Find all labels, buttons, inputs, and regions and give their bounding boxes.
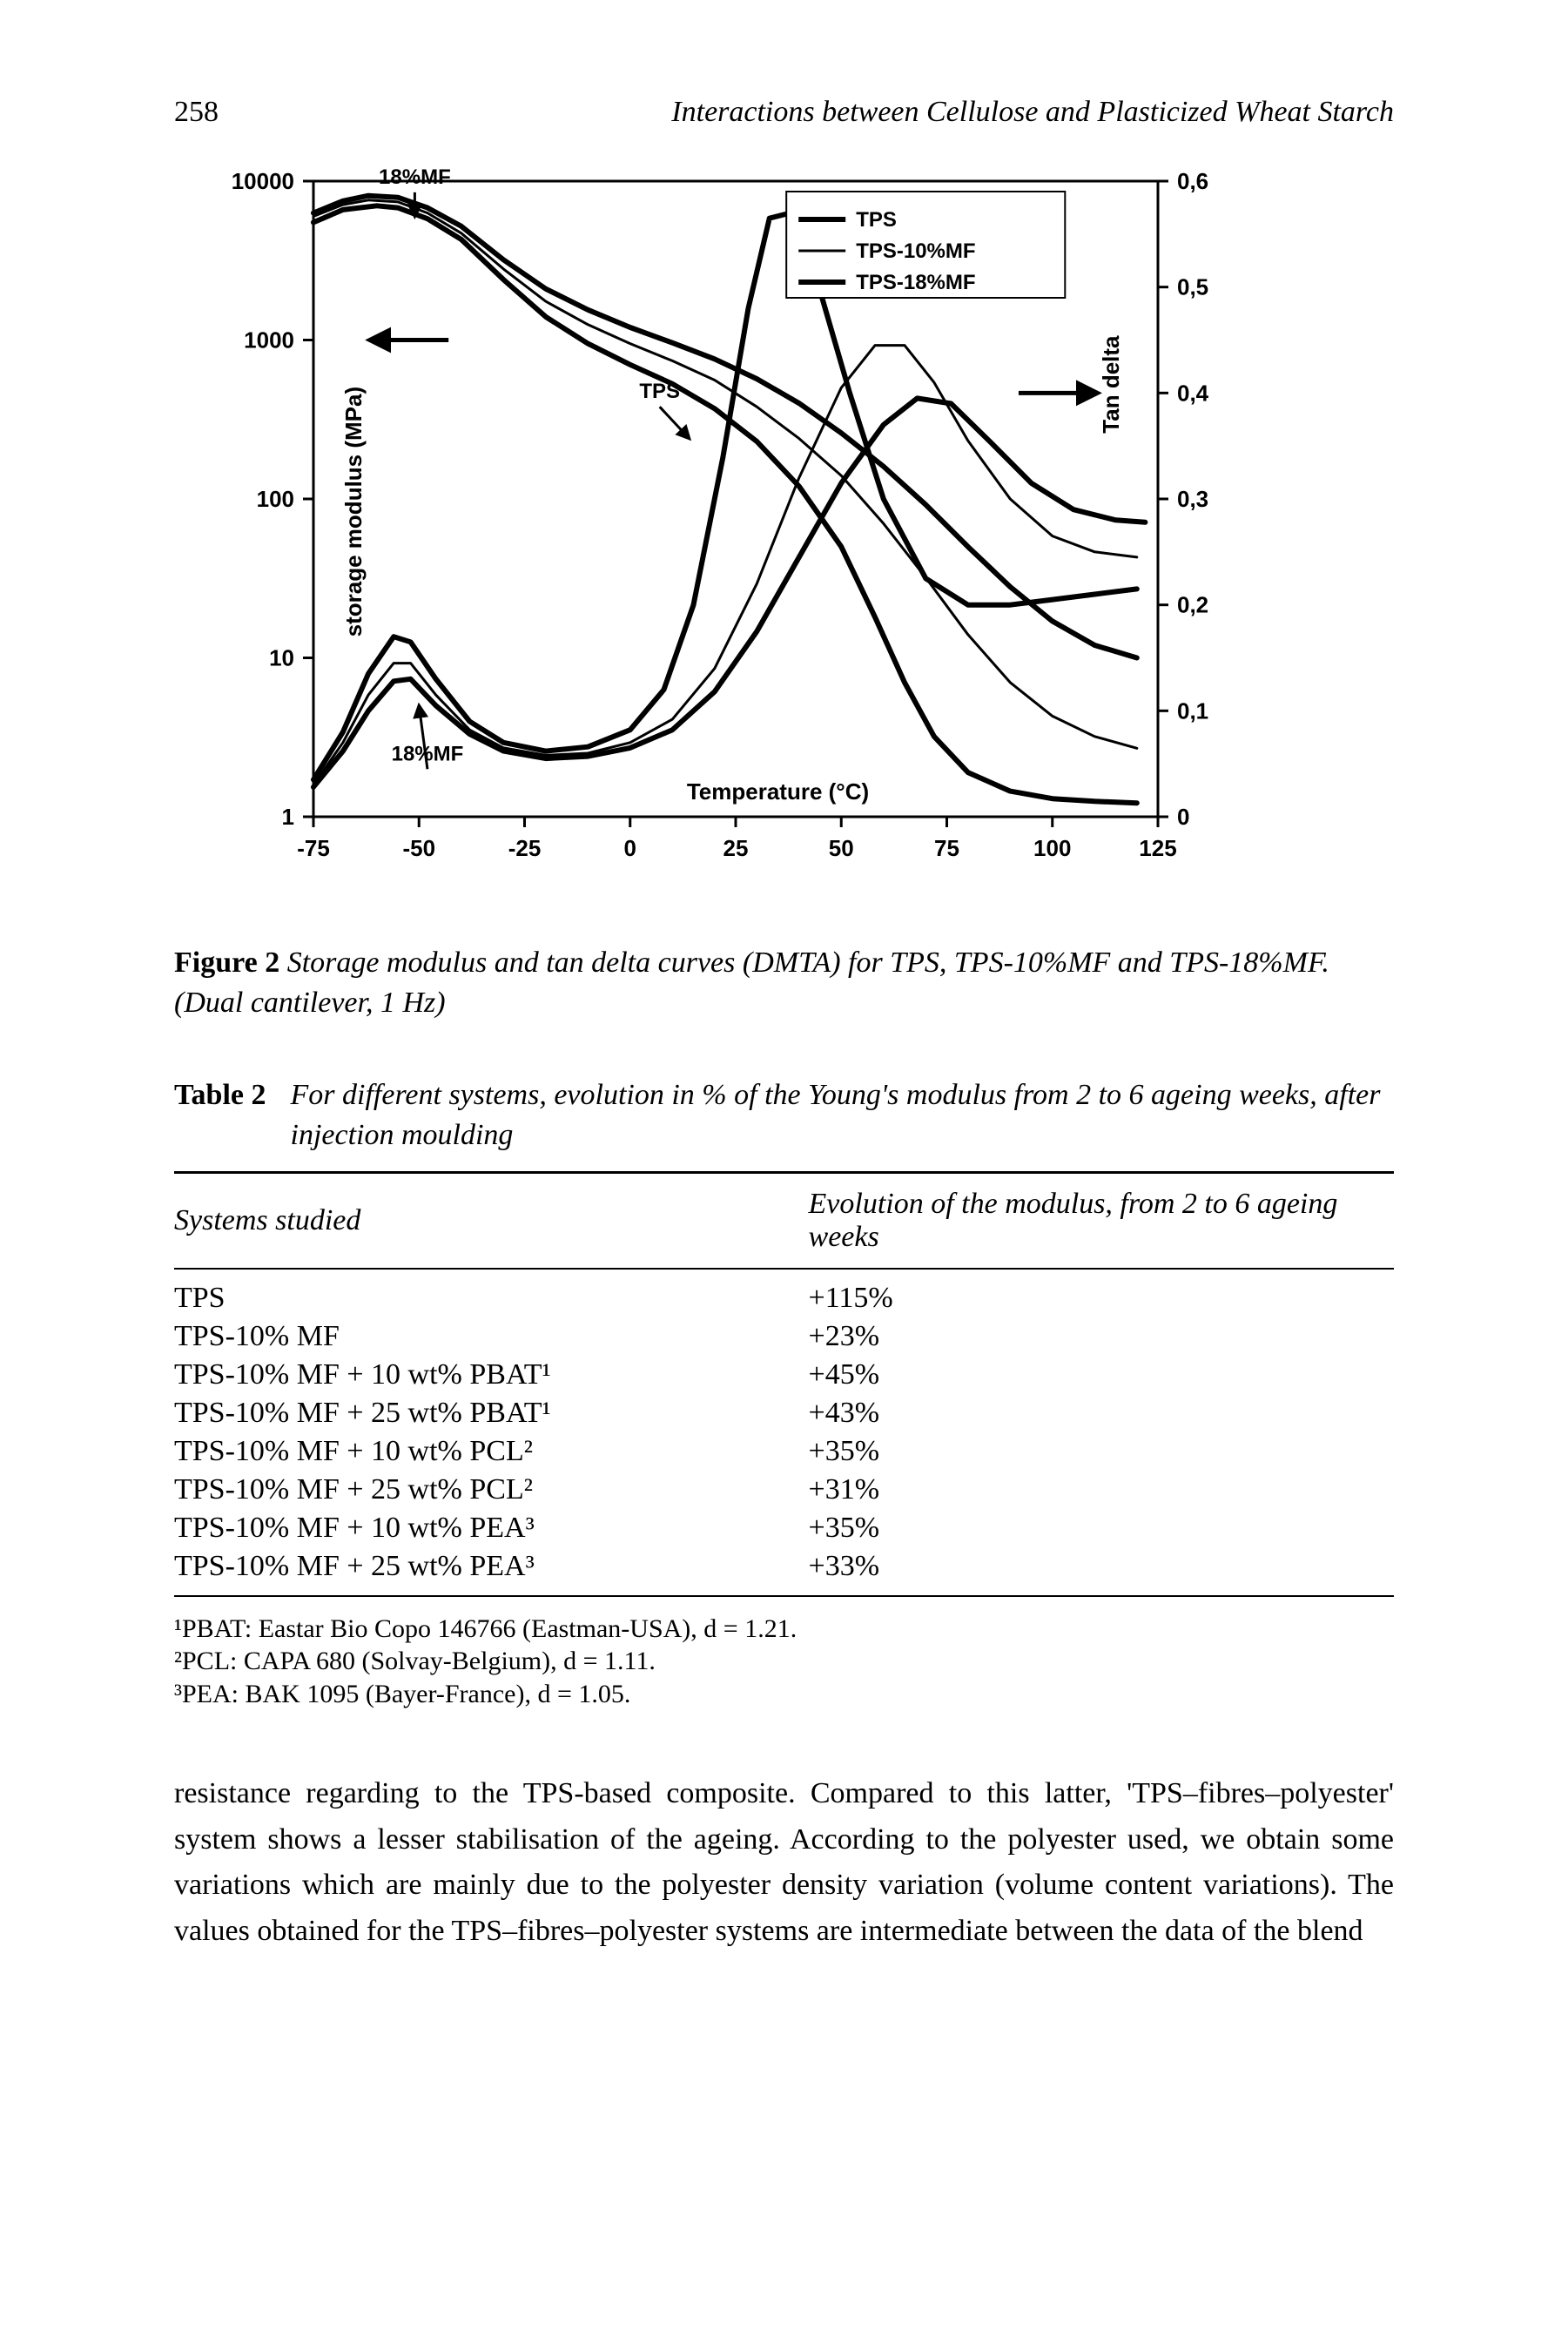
table-cell: TPS-10% MF + 10 wt% PCL² [174, 1432, 809, 1471]
svg-text:0,4: 0,4 [1177, 380, 1209, 406]
table-label: Table 2 [174, 1075, 291, 1155]
table-body: TPS+115%TPS-10% MF+23%TPS-10% MF + 10 wt… [174, 1269, 1394, 1596]
table-row: TPS-10% MF + 25 wt% PCL²+31% [174, 1471, 1394, 1509]
svg-text:-50: -50 [402, 835, 435, 861]
table-col-1: Evolution of the modulus, from 2 to 6 ag… [809, 1172, 1394, 1269]
running-head: Interactions between Cellulose and Plast… [671, 96, 1394, 129]
table-col-0: Systems studied [174, 1172, 809, 1269]
table-cell: TPS-10% MF + 10 wt% PBAT¹ [174, 1356, 809, 1394]
svg-text:Temperature (°C): Temperature (°C) [687, 778, 869, 805]
svg-text:TPS: TPS [856, 208, 897, 232]
svg-text:18%MF: 18%MF [379, 165, 451, 189]
svg-text:0,6: 0,6 [1177, 168, 1208, 194]
table-cell: TPS-10% MF + 10 wt% PEA³ [174, 1509, 809, 1547]
table-cell: +45% [809, 1356, 1394, 1394]
table-header-row: Systems studied Evolution of the modulus… [174, 1172, 1394, 1269]
svg-text:100: 100 [1033, 835, 1071, 861]
svg-text:10: 10 [269, 645, 294, 671]
table-cell: TPS-10% MF + 25 wt% PEA³ [174, 1547, 809, 1596]
figure-2: -75-50-250255075100125Temperature (°C)11… [174, 155, 1394, 908]
figure-caption-text: Storage modulus and tan delta curves (DM… [287, 946, 1329, 979]
svg-text:TPS: TPS [639, 380, 680, 403]
svg-text:0,2: 0,2 [1177, 592, 1208, 618]
svg-text:-25: -25 [508, 835, 542, 861]
table-cell: +115% [809, 1269, 1394, 1317]
figure-caption: Figure 2 Storage modulus and tan delta c… [174, 943, 1394, 1023]
page-number: 258 [174, 96, 219, 129]
table-cell: +35% [809, 1432, 1394, 1471]
dmta-chart: -75-50-250255075100125Temperature (°C)11… [174, 155, 1271, 904]
table-cell: +43% [809, 1394, 1394, 1432]
svg-text:0,5: 0,5 [1177, 274, 1208, 300]
svg-text:0: 0 [1177, 804, 1189, 830]
table-row: TPS+115% [174, 1269, 1394, 1317]
table-cell: +23% [809, 1317, 1394, 1356]
table-row: TPS-10% MF + 10 wt% PBAT¹+45% [174, 1356, 1394, 1394]
svg-text:50: 50 [829, 835, 854, 861]
svg-text:0,1: 0,1 [1177, 697, 1208, 724]
svg-text:TPS-18%MF: TPS-18%MF [856, 271, 975, 294]
svg-text:1000: 1000 [244, 327, 294, 354]
svg-text:100: 100 [257, 486, 294, 512]
modulus-table: Systems studied Evolution of the modulus… [174, 1171, 1394, 1597]
table-caption-text: For different systems, evolution in % of… [291, 1075, 1394, 1155]
svg-text:10000: 10000 [232, 168, 294, 194]
svg-text:0: 0 [624, 835, 636, 861]
table-cell: TPS-10% MF + 25 wt% PBAT¹ [174, 1394, 809, 1432]
svg-text:0,3: 0,3 [1177, 486, 1208, 512]
svg-text:1: 1 [282, 804, 294, 830]
table-row: TPS-10% MF + 25 wt% PBAT¹+43% [174, 1394, 1394, 1432]
table-row: TPS-10% MF + 10 wt% PEA³+35% [174, 1509, 1394, 1547]
table-row: TPS-10% MF+23% [174, 1317, 1394, 1356]
table-caption: Table 2 For different systems, evolution… [174, 1075, 1394, 1155]
footnote: ³PEA: BAK 1095 (Bayer-France), d = 1.05. [174, 1678, 1394, 1711]
body-paragraph: resistance regarding to the TPS-based co… [174, 1771, 1394, 1955]
svg-text:TPS-10%MF: TPS-10%MF [856, 239, 975, 263]
table-cell: TPS-10% MF [174, 1317, 809, 1356]
table-footnotes: ¹PBAT: Eastar Bio Copo 146766 (Eastman-U… [174, 1613, 1394, 1711]
figure-label: Figure 2 [174, 946, 279, 979]
table-cell: TPS-10% MF + 25 wt% PCL² [174, 1471, 809, 1509]
footnote: ²PCL: CAPA 680 (Solvay-Belgium), d = 1.1… [174, 1645, 1394, 1678]
running-header: 258 Interactions between Cellulose and P… [174, 96, 1394, 129]
table-cell: +31% [809, 1471, 1394, 1509]
svg-text:Tan delta: Tan delta [1098, 335, 1124, 434]
table-cell: +33% [809, 1547, 1394, 1596]
table-cell: +35% [809, 1509, 1394, 1547]
svg-text:25: 25 [723, 835, 749, 861]
svg-text:18%MF: 18%MF [392, 742, 464, 765]
footnote: ¹PBAT: Eastar Bio Copo 146766 (Eastman-U… [174, 1613, 1394, 1646]
table-row: TPS-10% MF + 25 wt% PEA³+33% [174, 1547, 1394, 1596]
svg-text:-75: -75 [297, 835, 330, 861]
svg-text:75: 75 [934, 835, 959, 861]
svg-text:125: 125 [1139, 835, 1176, 861]
figure-caption-paren: (Dual cantilever, 1 Hz) [174, 987, 446, 1019]
table-row: TPS-10% MF + 10 wt% PCL²+35% [174, 1432, 1394, 1471]
svg-text:storage modulus (MPa): storage modulus (MPa) [340, 387, 367, 637]
table-cell: TPS [174, 1269, 809, 1317]
